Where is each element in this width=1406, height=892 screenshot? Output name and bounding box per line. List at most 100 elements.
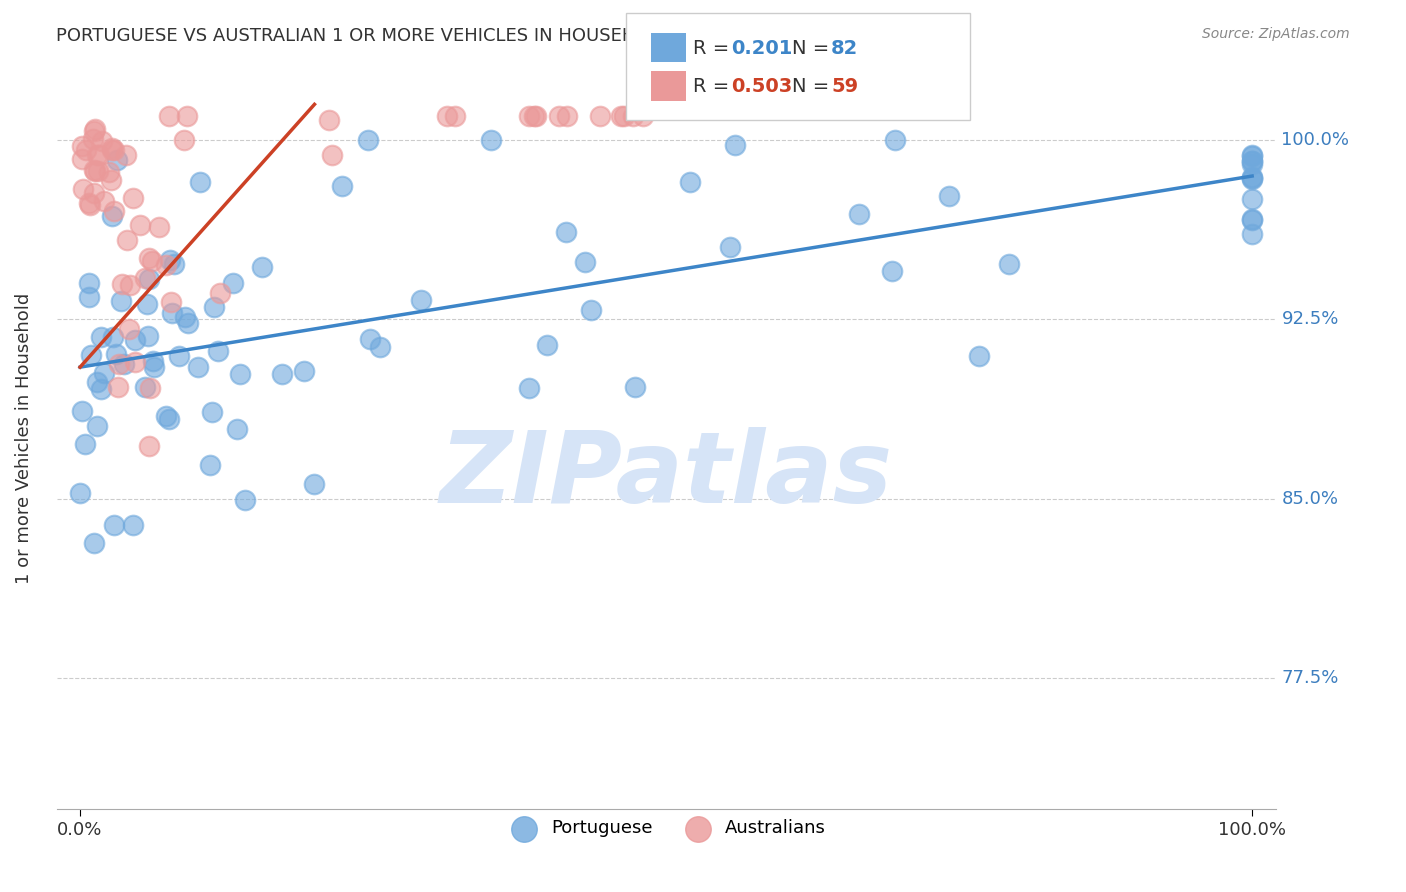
Point <box>589 109 612 123</box>
Point <box>86 376 108 390</box>
Point <box>1241 157 1264 171</box>
Point <box>155 409 177 424</box>
Point <box>103 518 125 533</box>
Point <box>77 289 100 303</box>
Point <box>998 257 1021 271</box>
Point <box>138 252 160 266</box>
Point <box>83 164 105 178</box>
Point <box>118 322 141 336</box>
Point <box>548 109 571 123</box>
Point <box>479 133 502 147</box>
Point <box>87 148 110 162</box>
Point <box>82 132 104 146</box>
Point <box>198 458 221 472</box>
Point <box>90 330 112 344</box>
Point <box>122 518 145 533</box>
Point <box>142 353 165 368</box>
Point <box>83 186 105 200</box>
Point <box>1241 171 1264 186</box>
Text: R =: R = <box>693 38 735 58</box>
Point <box>222 276 245 290</box>
Point <box>120 278 142 293</box>
Point <box>134 271 156 285</box>
Point <box>105 153 128 167</box>
Point <box>177 316 200 330</box>
Point <box>103 204 125 219</box>
Point <box>162 306 184 320</box>
Point <box>294 364 316 378</box>
Point <box>70 138 93 153</box>
Point <box>967 349 990 363</box>
Text: 0.503: 0.503 <box>731 77 793 96</box>
Point <box>209 285 232 300</box>
Point <box>848 207 870 221</box>
Point <box>679 175 702 189</box>
Point <box>112 357 135 371</box>
Point <box>321 148 343 162</box>
Point <box>574 255 596 269</box>
Point <box>631 109 654 123</box>
Point <box>136 297 159 311</box>
Text: 59: 59 <box>831 77 858 96</box>
Point <box>271 367 294 381</box>
Point <box>723 137 745 152</box>
Point <box>101 143 124 157</box>
Point <box>91 134 114 148</box>
Point <box>524 109 547 123</box>
Point <box>100 173 122 187</box>
Point <box>157 109 180 123</box>
Point <box>77 276 100 290</box>
Point <box>517 109 540 123</box>
Point <box>1241 154 1264 169</box>
Point <box>1241 211 1264 226</box>
Point <box>356 133 378 147</box>
Text: N =: N = <box>792 77 835 96</box>
Text: PORTUGUESE VS AUSTRALIAN 1 OR MORE VEHICLES IN HOUSEHOLD CORRELATION CHART: PORTUGUESE VS AUSTRALIAN 1 OR MORE VEHIC… <box>56 27 875 45</box>
Point <box>1241 171 1264 186</box>
Point <box>86 419 108 434</box>
Point <box>613 109 636 123</box>
Point <box>621 109 644 123</box>
Point <box>83 124 105 138</box>
Point <box>1241 147 1264 161</box>
Point <box>124 333 146 347</box>
Point <box>101 330 124 344</box>
Point <box>84 122 107 136</box>
Point <box>579 303 602 318</box>
Point <box>136 328 159 343</box>
Point <box>368 340 391 354</box>
Point <box>176 109 198 123</box>
Point <box>79 198 101 212</box>
Point <box>73 436 96 450</box>
Point <box>160 295 183 310</box>
Text: 82: 82 <box>831 38 858 58</box>
Point <box>128 219 150 233</box>
Point <box>174 310 197 325</box>
Point <box>101 141 124 155</box>
Point <box>69 486 91 500</box>
Point <box>554 225 576 239</box>
Text: ZIPatlas: ZIPatlas <box>440 427 893 524</box>
Point <box>1241 192 1264 206</box>
Point <box>359 332 381 346</box>
Point <box>624 380 647 394</box>
Point <box>70 152 93 166</box>
Legend: Portuguese, Australians: Portuguese, Australians <box>499 812 834 845</box>
Point <box>522 109 544 123</box>
Point <box>252 260 274 274</box>
Text: R =: R = <box>693 77 735 96</box>
Point <box>938 189 960 203</box>
Point <box>79 196 101 211</box>
Text: 85.0%: 85.0% <box>1281 490 1339 508</box>
Point <box>105 347 128 361</box>
Point <box>70 404 93 418</box>
Text: 92.5%: 92.5% <box>1281 310 1339 328</box>
Point <box>139 381 162 395</box>
Point <box>110 294 132 309</box>
Point <box>75 143 97 157</box>
Point <box>330 178 353 193</box>
Point <box>718 240 741 254</box>
Point <box>87 164 110 178</box>
Point <box>124 354 146 368</box>
Point <box>107 380 129 394</box>
